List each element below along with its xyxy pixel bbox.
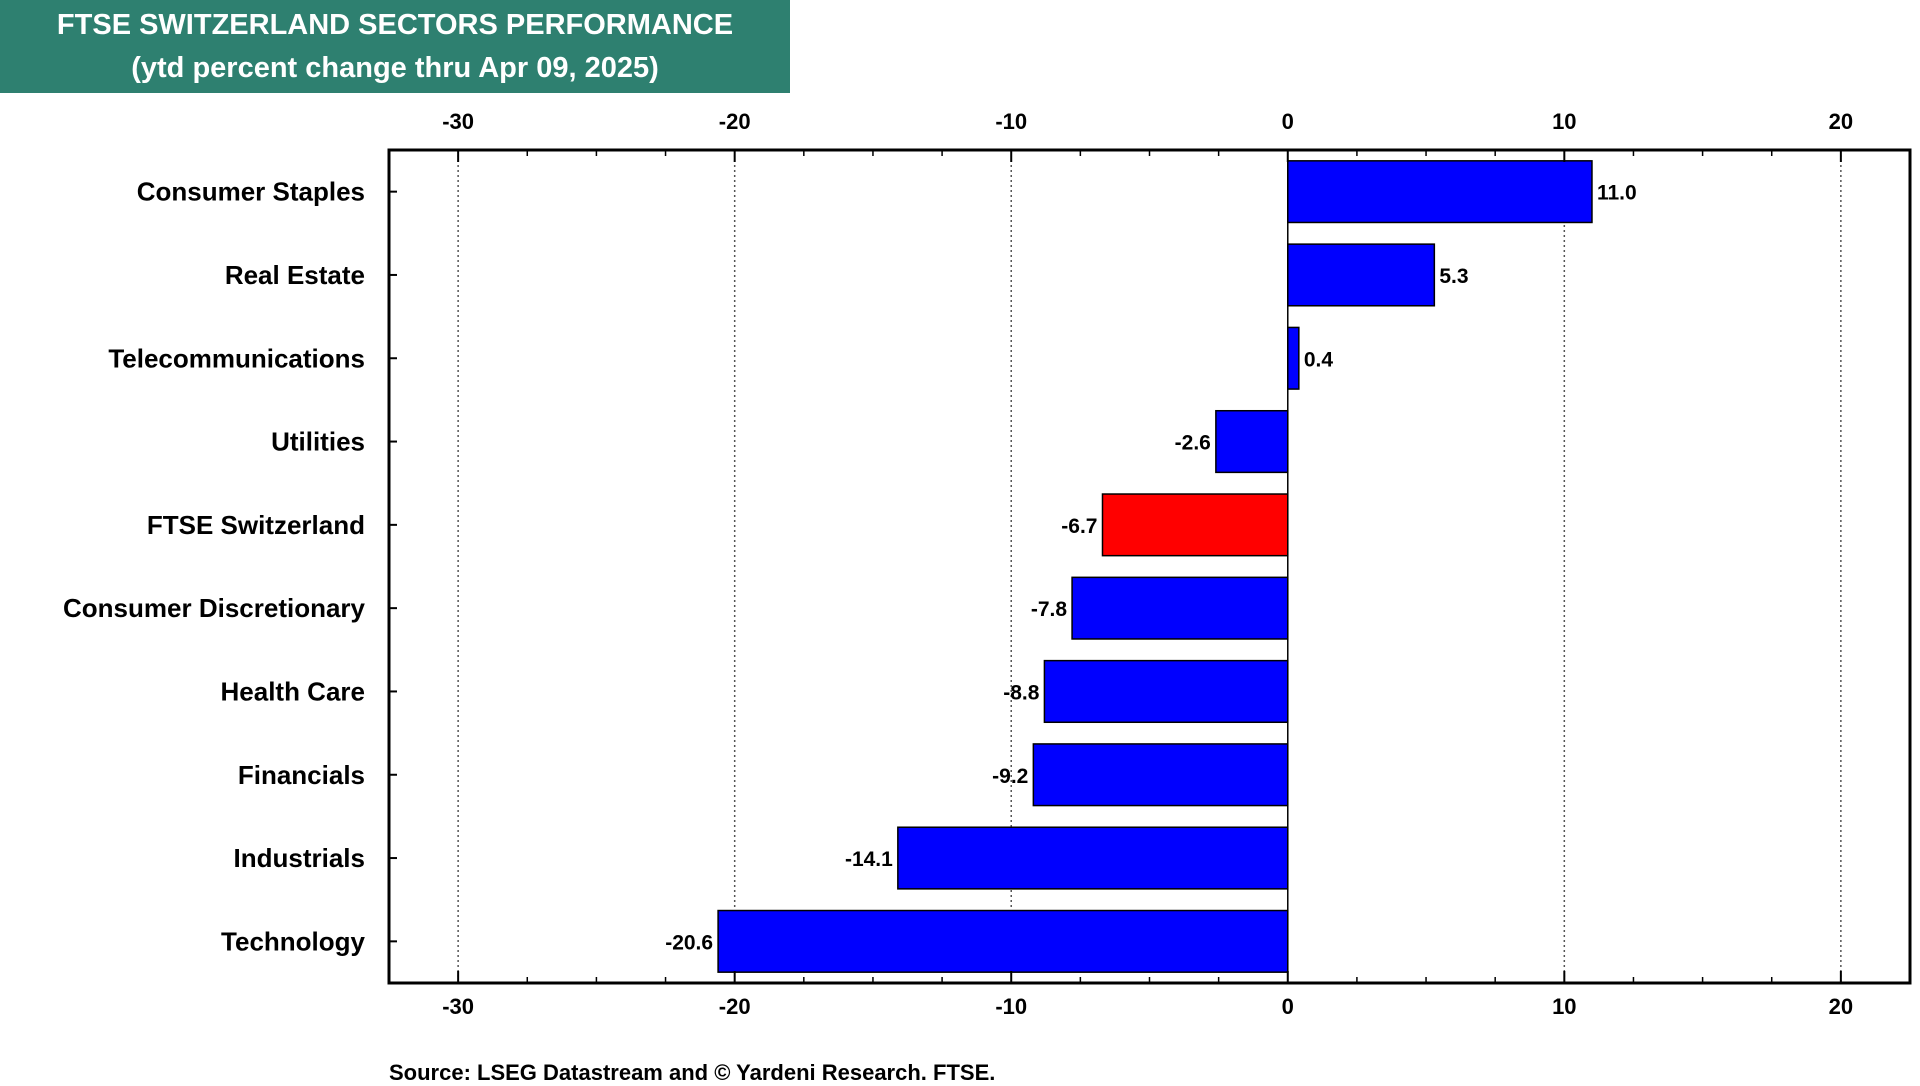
- axis-ticks: [388, 150, 1911, 983]
- x-tick-label-bottom: -20: [719, 994, 751, 1019]
- x-tick-label-bottom: 20: [1829, 994, 1853, 1019]
- category-label: Consumer Discretionary: [63, 593, 366, 623]
- data-label: -7.8: [1031, 598, 1068, 621]
- category-label: Financials: [238, 760, 365, 790]
- category-label: Consumer Staples: [137, 177, 365, 207]
- x-tick-label-bottom: 0: [1282, 994, 1294, 1019]
- bar: [897, 826, 1289, 890]
- category-label: Health Care: [221, 676, 366, 706]
- data-label: -9.2: [992, 765, 1028, 788]
- bar: [1287, 160, 1593, 224]
- x-tick-label-top: -20: [719, 109, 751, 134]
- axis-labels: -30 -30 -20 -20 -10 -10 0 0 10 10 20 20 Consumer Sta…: [63, 109, 1853, 1019]
- data-label: 5.3: [1439, 265, 1468, 288]
- x-tick-label-bottom: 10: [1552, 994, 1576, 1019]
- title-box: FTSE SWITZERLAND SECTORS PERFORMANCE (yt…: [0, 0, 790, 93]
- data-label: 11.0: [1597, 182, 1637, 205]
- category-label: Industrials: [234, 843, 365, 873]
- data-label: -2.6: [1175, 432, 1211, 455]
- bar: [1101, 493, 1289, 557]
- x-tick-label-bottom: -10: [995, 994, 1027, 1019]
- bars: [717, 160, 1593, 973]
- bar: [1287, 326, 1300, 390]
- x-tick-label-bottom: -30: [442, 994, 474, 1019]
- x-tick-label-top: -30: [442, 109, 474, 134]
- category-label: Telecommunications: [108, 343, 365, 373]
- bar: [717, 909, 1289, 973]
- category-label: Technology: [221, 926, 366, 956]
- grid-lines: [457, 150, 1842, 983]
- bar: [1287, 243, 1436, 307]
- data-label: -20.6: [665, 931, 713, 954]
- data-label: -6.7: [1061, 515, 1097, 538]
- x-tick-label-top: 20: [1829, 109, 1853, 134]
- chart-subtitle: (ytd percent change thru Apr 09, 2025): [131, 52, 659, 84]
- bar: [1071, 576, 1289, 640]
- x-tick-label-top: 10: [1552, 109, 1576, 134]
- bar: [1032, 743, 1289, 807]
- x-tick-label-top: -10: [995, 109, 1027, 134]
- category-label: FTSE Switzerland: [147, 510, 365, 540]
- data-label: 0.4: [1304, 348, 1334, 371]
- category-label: Real Estate: [225, 260, 365, 290]
- x-tick-label-top: 0: [1282, 109, 1294, 134]
- category-label: Utilities: [271, 427, 365, 457]
- data-label: -14.1: [845, 848, 893, 871]
- bar: [1043, 659, 1289, 724]
- bar: [1215, 409, 1289, 474]
- data-label: -8.8: [1003, 681, 1040, 704]
- source-note: Source: LSEG Datastream and © Yardeni Re…: [389, 1060, 996, 1085]
- chart-title: FTSE SWITZERLAND SECTORS PERFORMANCE: [56, 9, 734, 41]
